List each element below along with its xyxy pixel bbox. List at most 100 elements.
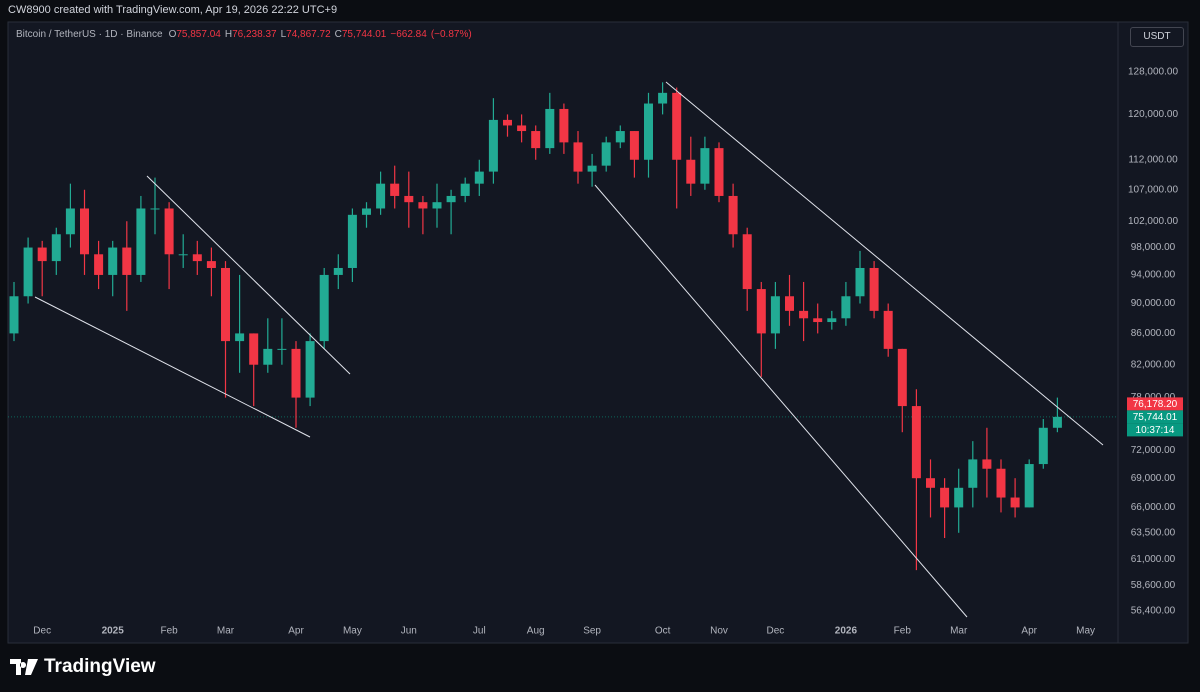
candle-body: [686, 159, 696, 184]
x-tick-label: Nov: [710, 626, 728, 637]
candle-body: [545, 108, 555, 149]
candle-body: [897, 348, 907, 407]
legend: Bitcoin / TetherUS · 1D · Binance O75,857…: [16, 29, 476, 40]
candle-body: [305, 341, 315, 398]
candle-body: [319, 274, 329, 342]
candle-body: [996, 468, 1006, 498]
x-tick-label: Mar: [950, 626, 968, 637]
candle-body: [65, 208, 75, 235]
candle-body: [911, 406, 921, 479]
candle-body: [164, 208, 174, 255]
candle-body: [37, 247, 47, 262]
candle-body: [206, 261, 216, 268]
change-percent: (−0.87%): [430, 29, 472, 40]
candle-body: [517, 125, 527, 132]
candle-body: [150, 208, 160, 210]
x-tick-label: Dec: [767, 626, 785, 637]
candle-body: [615, 131, 625, 143]
price-tag: [1127, 410, 1183, 424]
candle-body: [728, 195, 738, 235]
price-tag: [1127, 397, 1183, 411]
candle-body: [672, 92, 682, 160]
price-tag-label: 76,178.20: [1133, 399, 1178, 410]
y-tick-label: 112,000.00: [1128, 154, 1178, 165]
candle-body: [108, 247, 118, 275]
x-tick-label: Sep: [583, 626, 601, 637]
readout-key: L: [280, 29, 287, 40]
candle-body: [362, 208, 371, 215]
x-tick-label: Aug: [527, 626, 545, 637]
countdown-tag: [1127, 423, 1183, 437]
readout-value: 74,867.72: [286, 29, 331, 40]
trendlines: [34, 81, 1104, 618]
candle-body: [460, 183, 470, 196]
x-tick-label: 2026: [835, 626, 858, 637]
candle-body: [1010, 497, 1020, 508]
candle-body: [742, 234, 752, 290]
y-tick-label: 58,600.00: [1131, 580, 1176, 591]
x-tick-label: 2025: [102, 626, 125, 637]
readout-value: 75,744.01: [341, 29, 387, 40]
currency-button[interactable]: USDT: [1130, 27, 1184, 47]
candle-body: [418, 202, 428, 209]
candle-body: [968, 459, 978, 488]
x-tick-label: Mar: [217, 626, 235, 637]
candle-body: [883, 310, 893, 349]
readout-key: H: [224, 29, 233, 40]
candle-body: [1052, 416, 1062, 428]
candle-body: [559, 108, 569, 143]
candle-body: [249, 333, 259, 365]
readout-key: C: [334, 29, 342, 40]
x-tick-label: Feb: [894, 626, 912, 637]
plot: [8, 82, 1118, 571]
candle-body: [404, 195, 414, 203]
header: CW8900 created with TradingView.com, Apr…: [8, 4, 338, 16]
x-tick-label: May: [343, 626, 362, 637]
y-tick-label: 69,000.00: [1131, 473, 1176, 484]
candle-body: [658, 92, 668, 104]
candle-body: [94, 254, 104, 275]
candle-body: [573, 142, 583, 172]
candle-body: [926, 478, 935, 488]
y-tick-label: 66,000.00: [1131, 502, 1176, 513]
brand-name: TradingView: [44, 656, 156, 677]
candle-body: [263, 348, 273, 365]
candle-body: [714, 148, 724, 196]
chart-panel: [7, 21, 1189, 644]
candle-body: [277, 348, 287, 350]
candle-body: [376, 183, 386, 209]
y-tick-label: 56,400.00: [1131, 605, 1176, 616]
candle-body: [136, 208, 146, 275]
x-tick-label: May: [1076, 626, 1095, 637]
y-tick-label: 82,000.00: [1131, 359, 1176, 370]
candle-body: [23, 247, 33, 297]
candle-body: [192, 254, 202, 262]
candle-body: [474, 171, 484, 184]
candle-body: [587, 165, 597, 172]
candle-body: [785, 296, 794, 311]
candle-body: [799, 310, 809, 319]
candle-body: [770, 296, 780, 334]
y-tick-label: 98,000.00: [1131, 242, 1176, 253]
candle-body: [1038, 427, 1048, 465]
candle-body: [700, 148, 710, 184]
y-tick-label: 72,000.00: [1131, 445, 1176, 456]
candle-body: [503, 119, 512, 126]
candle-body: [629, 131, 639, 160]
y-tick-label: 63,500.00: [1131, 527, 1176, 538]
trendline: [665, 81, 1104, 446]
x-tick-label: Jul: [473, 626, 486, 637]
axes: 56,400.00 58,600.00 61,000.00 63,500.00 66,0…: [33, 67, 1183, 637]
candle-body: [601, 142, 611, 166]
brand: TradingView: [10, 656, 156, 678]
y-tick-label: 107,000.00: [1128, 184, 1178, 195]
candle-body: [122, 247, 132, 275]
chart-title: Bitcoin / TetherUS · 1D · Binance: [16, 29, 163, 40]
x-tick-label: Oct: [655, 626, 671, 637]
candle-body: [51, 234, 61, 262]
x-tick-label: Apr: [1021, 626, 1037, 637]
readout-value: 76,238.37: [232, 29, 277, 40]
x-tick-label: Apr: [288, 626, 304, 637]
